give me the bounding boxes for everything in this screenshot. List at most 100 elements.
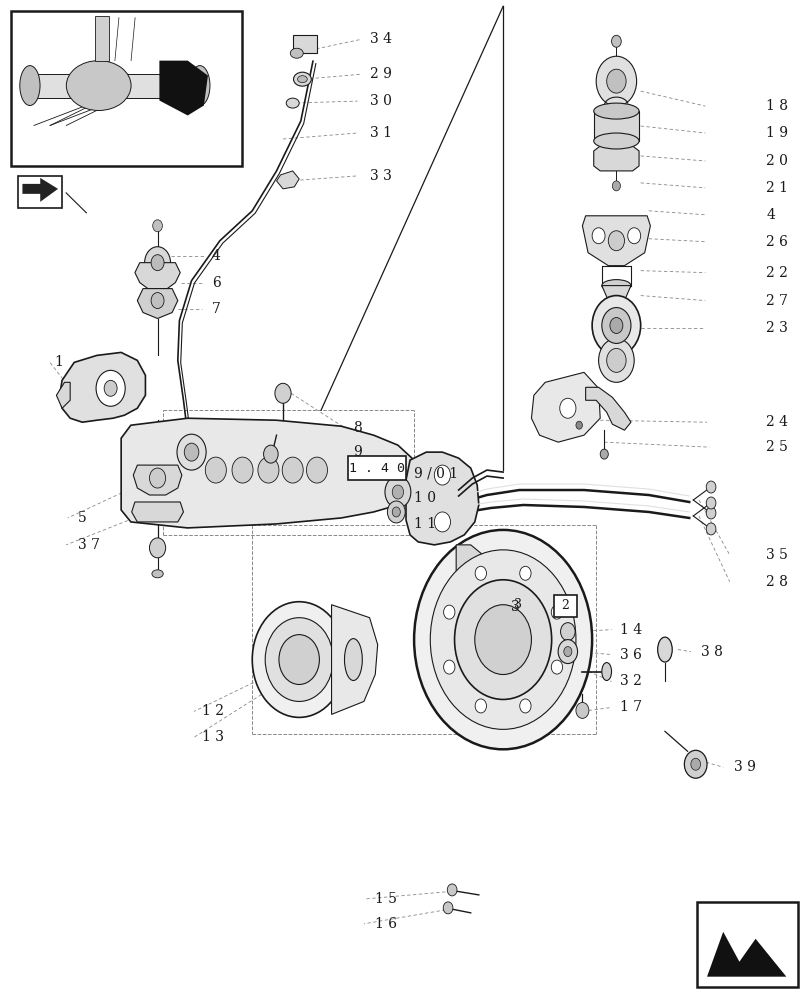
Bar [593, 111, 638, 141]
Text: 6: 6 [212, 276, 221, 290]
Circle shape [551, 660, 562, 674]
Text: 3 6: 3 6 [620, 648, 642, 662]
Circle shape [706, 497, 715, 509]
Circle shape [306, 457, 327, 483]
Circle shape [232, 457, 253, 483]
Polygon shape [23, 178, 58, 202]
Polygon shape [585, 387, 630, 430]
Text: 9: 9 [353, 445, 362, 459]
Circle shape [151, 293, 164, 309]
Circle shape [384, 476, 410, 508]
Ellipse shape [293, 72, 311, 86]
Circle shape [560, 623, 574, 641]
Circle shape [591, 296, 640, 355]
Circle shape [264, 445, 278, 463]
Text: 1 8: 1 8 [765, 99, 787, 113]
Circle shape [443, 660, 454, 674]
Circle shape [627, 228, 640, 244]
Circle shape [684, 750, 706, 778]
Text: 3 3: 3 3 [369, 169, 391, 183]
Circle shape [607, 231, 624, 251]
Circle shape [434, 465, 450, 485]
Circle shape [601, 308, 630, 343]
Circle shape [706, 523, 715, 535]
Text: 1: 1 [54, 355, 62, 369]
Circle shape [706, 481, 715, 493]
Circle shape [205, 457, 226, 483]
Polygon shape [530, 372, 599, 442]
Polygon shape [59, 352, 145, 422]
Bar [347, 456, 406, 480]
Text: 3 8: 3 8 [701, 645, 723, 659]
Circle shape [595, 56, 636, 106]
Circle shape [252, 602, 345, 717]
Text: 1 9: 1 9 [765, 126, 787, 140]
Ellipse shape [297, 76, 307, 83]
Circle shape [430, 550, 575, 729]
Text: 3 4: 3 4 [369, 32, 391, 46]
Text: 3 0: 3 0 [369, 94, 391, 108]
Polygon shape [277, 171, 298, 189]
Text: 2 0: 2 0 [765, 154, 787, 168]
Text: 8: 8 [353, 421, 362, 435]
Text: 1 2: 1 2 [202, 704, 224, 718]
Circle shape [177, 434, 206, 470]
Circle shape [706, 507, 715, 519]
Text: 7: 7 [212, 302, 221, 316]
Circle shape [606, 69, 625, 93]
Text: 2 7: 2 7 [765, 294, 787, 308]
Text: 4: 4 [765, 208, 774, 222]
Circle shape [606, 348, 625, 372]
Polygon shape [137, 289, 178, 319]
Text: 1 7: 1 7 [620, 700, 642, 714]
Ellipse shape [593, 103, 638, 119]
Polygon shape [131, 502, 183, 522]
Circle shape [474, 699, 486, 713]
Text: 2 4: 2 4 [765, 415, 787, 429]
Circle shape [443, 605, 454, 619]
Text: 3: 3 [511, 600, 519, 614]
Text: 2 9: 2 9 [369, 67, 391, 81]
Text: 5: 5 [78, 511, 87, 525]
Circle shape [454, 580, 551, 699]
Circle shape [591, 228, 604, 244]
Circle shape [575, 702, 588, 718]
Polygon shape [121, 418, 414, 528]
Ellipse shape [657, 637, 672, 662]
Circle shape [575, 421, 581, 429]
Circle shape [519, 566, 530, 580]
Circle shape [609, 318, 622, 333]
Text: 4: 4 [212, 249, 221, 263]
Circle shape [443, 902, 453, 914]
Text: 2 2: 2 2 [765, 266, 787, 280]
Circle shape [152, 220, 162, 232]
Text: 2 3: 2 3 [765, 321, 787, 335]
Circle shape [598, 338, 633, 382]
Circle shape [144, 247, 170, 279]
Polygon shape [135, 263, 180, 289]
Polygon shape [593, 146, 638, 171]
Circle shape [563, 647, 571, 657]
Circle shape [447, 884, 457, 896]
Circle shape [392, 485, 403, 499]
Text: 1 0: 1 0 [414, 491, 436, 505]
Ellipse shape [593, 133, 638, 149]
Polygon shape [56, 382, 70, 408]
Circle shape [557, 640, 577, 664]
Polygon shape [581, 216, 650, 266]
Text: 2 8: 2 8 [765, 575, 787, 589]
Circle shape [434, 512, 450, 532]
Text: 3: 3 [513, 598, 521, 611]
Circle shape [184, 443, 199, 461]
Bar [697, 902, 797, 987]
Circle shape [611, 181, 620, 191]
Circle shape [474, 566, 486, 580]
Circle shape [519, 699, 530, 713]
Text: 1 5: 1 5 [375, 892, 397, 906]
Circle shape [149, 538, 165, 558]
Ellipse shape [152, 570, 163, 578]
Circle shape [275, 383, 290, 403]
Circle shape [96, 370, 125, 406]
Text: 1 6: 1 6 [375, 917, 397, 931]
Ellipse shape [190, 66, 210, 105]
